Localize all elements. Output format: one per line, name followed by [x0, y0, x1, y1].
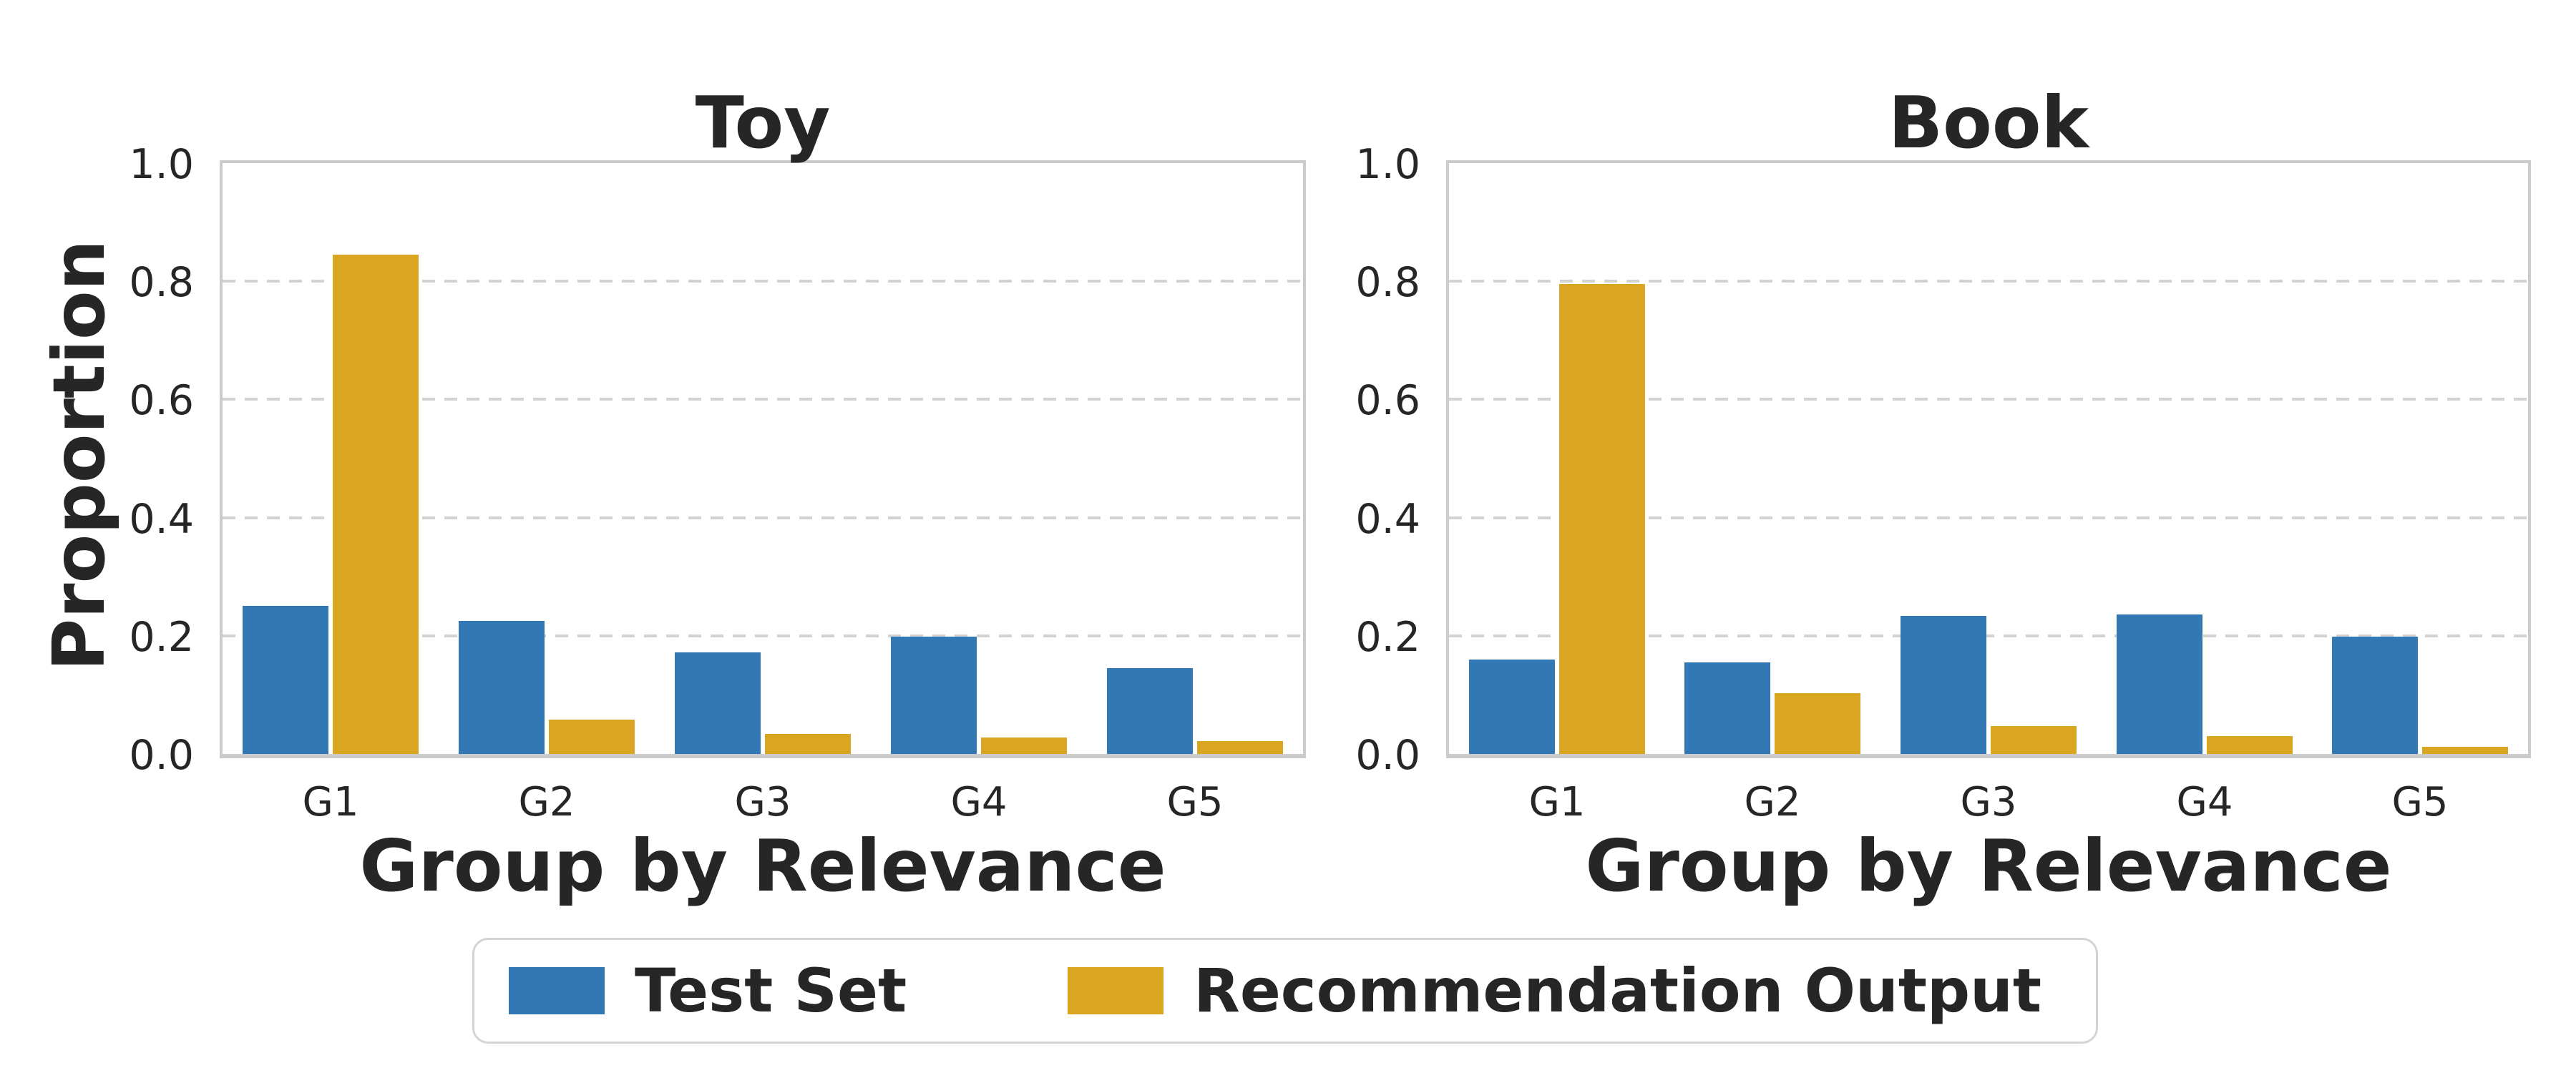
y-tick-label-0.4-book: 0.4	[1355, 496, 1420, 543]
bar-toy-recommendation-output-g4	[981, 738, 1067, 754]
y-tick-label-0.4-toy: 0.4	[129, 496, 194, 543]
y-tick-label-0.8-book: 0.8	[1355, 259, 1420, 306]
plot-book: Book 0.0 0.2 0.4 0.6 0.8 1.0 G1 G2 G3 G4 G5 Group by…	[1355, 87, 2531, 903]
bar-book-test-set-g1	[1469, 660, 1555, 754]
y-axis-label: Proportion	[37, 240, 121, 672]
bar-book-test-set-g5	[2332, 637, 2418, 754]
x-tick-label-g1-book: G1	[1528, 779, 1586, 825]
legend-item-test-set: Test Set	[509, 956, 907, 1026]
bar-book-recommendation-output-g1	[1559, 284, 1645, 754]
y-tick-label-1.0-toy: 1.0	[129, 141, 194, 188]
x-tick-label-g3-book: G3	[1960, 779, 2017, 825]
bar-book-recommendation-output-g3	[1991, 726, 2077, 754]
x-tick-label-g2-toy: G2	[518, 779, 575, 825]
gridline-y-0.4	[223, 516, 1303, 519]
gridline-y-0.8	[1449, 280, 2528, 283]
x-tick-label-g3-toy: G3	[734, 779, 791, 825]
y-tick-label-1.0-book: 1.0	[1355, 141, 1420, 188]
bar-toy-recommendation-output-g5	[1197, 741, 1283, 754]
legend-label-test-set: Test Set	[635, 956, 907, 1026]
x-tick-label-g5-toy: G5	[1166, 779, 1224, 825]
gridline-y-0.6	[1449, 398, 2528, 401]
plot-toy: Toy 0.0 0.2 0.4 0.6 0.8 1.0 G1 G2 G3 G4 G5 Group by …	[129, 87, 1306, 903]
legend-swatch-test-set-icon	[509, 967, 605, 1014]
bar-book-test-set-g2	[1684, 662, 1770, 754]
bar-toy-recommendation-output-g1	[333, 255, 419, 754]
bar-book-recommendation-output-g4	[2207, 736, 2293, 754]
bar-book-recommendation-output-g5	[2422, 747, 2508, 754]
plot-title-toy: Toy	[695, 81, 831, 165]
bar-book-recommendation-output-g2	[1775, 693, 1860, 754]
y-tick-label-0.6-book: 0.6	[1355, 377, 1420, 424]
bar-book-test-set-g3	[1901, 616, 1986, 754]
bar-toy-test-set-g1	[243, 606, 328, 754]
bar-toy-test-set-g3	[675, 652, 761, 754]
y-tick-label-0.2-book: 0.2	[1355, 614, 1420, 661]
x-tick-label-g1-toy: G1	[302, 779, 359, 825]
gridline-y-0.2	[223, 635, 1303, 637]
x-tick-label-g2-book: G2	[1744, 779, 1801, 825]
gridline-y-0.4	[1449, 516, 2528, 519]
y-tick-label-0.6-toy: 0.6	[129, 377, 194, 424]
legend: Test Set Recommendation Output	[472, 938, 2098, 1044]
bar-toy-test-set-g5	[1107, 668, 1193, 754]
legend-item-recommendation-output: Recommendation Output	[1068, 956, 2041, 1026]
legend-label-recommendation-output: Recommendation Output	[1194, 956, 2042, 1026]
y-tick-label-0.8-toy: 0.8	[129, 259, 194, 306]
gridline-y-0.2	[1449, 635, 2528, 637]
bar-book-test-set-g4	[2117, 614, 2202, 754]
y-tick-label-0.2-toy: 0.2	[129, 614, 194, 661]
plot-title-book: Book	[1888, 81, 2089, 165]
bar-toy-test-set-g2	[459, 621, 545, 754]
x-tick-label-g5-book: G5	[2391, 779, 2449, 825]
legend-swatch-recommendation-output-icon	[1068, 967, 1164, 1014]
bar-toy-test-set-g4	[891, 637, 977, 754]
x-tick-label-g4-toy: G4	[950, 779, 1008, 825]
bar-toy-recommendation-output-g2	[549, 720, 635, 754]
gridline-y-0.8	[223, 280, 1303, 283]
y-tick-label-0.0-book: 0.0	[1355, 732, 1420, 779]
x-axis-label-book: Group by Relevance	[1585, 824, 2392, 908]
bar-toy-recommendation-output-g3	[765, 734, 851, 754]
x-axis-label-toy: Group by Relevance	[359, 824, 1166, 908]
y-tick-label-0.0-toy: 0.0	[129, 732, 194, 779]
x-tick-label-g4-book: G4	[2176, 779, 2233, 825]
gridline-y-0.6	[223, 398, 1303, 401]
